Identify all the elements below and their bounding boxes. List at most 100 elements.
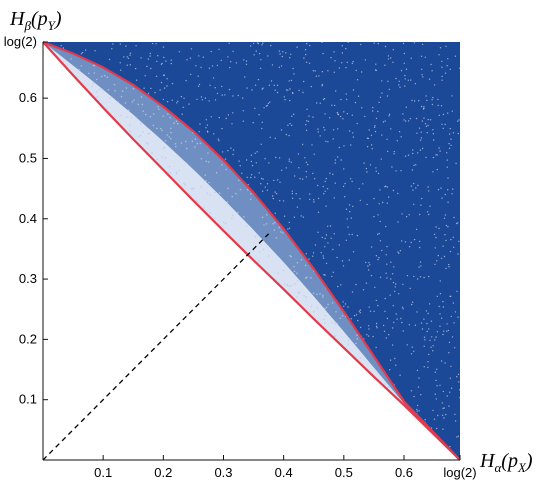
speckle-dot [426,132,428,134]
speckle-dot [440,187,442,189]
speckle-dot [419,276,422,278]
speckle-dot [341,62,343,64]
speckle-dot [431,70,433,72]
speckle-dot [335,90,337,92]
speckle-dot [199,123,201,125]
speckle-dot [345,48,347,50]
speckle-dot [333,233,335,235]
axes: 0.1 0.2 0.3 0.4 0.5 0.6 log(2) 0.1 0.2 0.3 0.4 0.5… [4,34,477,480]
speckle-dot [312,292,315,295]
speckle-dot [416,132,418,134]
speckle-dot [403,62,405,64]
x-tick-label: 0.4 [275,465,293,480]
speckle-dot [323,274,325,276]
speckle-dot [306,120,308,122]
speckle-dot [262,87,264,89]
speckle-dot [449,127,451,130]
speckle-dot [428,353,430,356]
speckle-dot [291,197,294,199]
speckle-dot [422,108,425,110]
speckle-dot [409,117,412,120]
speckle-dot [390,57,392,59]
speckle-dot [397,192,399,195]
speckle-dot [263,107,265,109]
speckle-dot [441,197,443,199]
speckle-dot [129,52,132,54]
speckle-dot [273,84,275,87]
speckle-dot [385,254,387,256]
speckle-dot [195,200,198,202]
speckle-dot [410,390,413,392]
speckle-dot [300,259,303,261]
speckle-dot [372,106,374,109]
speckle-dot [377,258,379,261]
speckle-dot [288,160,290,162]
speckle-dot [413,395,415,398]
speckle-dot [129,124,131,126]
speckle-dot [428,78,431,80]
speckle-dot [250,160,253,163]
speckle-dot [149,115,152,118]
speckle-dot [434,247,436,249]
speckle-dot [120,114,122,117]
speckle-dot [373,42,375,44]
speckle-dot [139,134,142,137]
lower-boundary-curve [42,41,461,461]
speckle-dot [423,336,426,338]
speckle-dot [181,113,183,115]
speckle-dot [389,294,391,296]
speckle-dot [149,52,151,55]
speckle-dot [451,110,453,112]
speckle-dot [131,101,134,103]
speckle-dot [362,183,364,185]
speckle-dot [377,172,380,175]
speckle-dot [283,215,286,217]
speckle-dot [217,138,220,140]
speckle-dot [353,314,356,317]
speckle-dot [384,383,387,385]
speckle-dot [422,76,424,78]
speckle-dot [442,428,444,430]
speckle-dot [378,101,380,104]
speckle-dot [430,320,433,322]
speckle-dot [447,201,449,203]
speckle-dot [297,292,300,294]
speckle-dot [310,85,312,88]
speckle-dot [169,172,172,174]
speckle-dot [227,187,229,190]
speckle-dot [403,119,405,121]
speckle-dot [438,54,440,56]
speckle-dot [332,271,334,273]
speckle-dot [446,323,448,325]
speckle-dot [442,306,445,308]
speckle-dot [168,165,171,168]
speckle-dot [255,50,257,52]
speckle-dot [372,335,374,338]
speckle-dot [334,162,336,164]
speckle-dot [246,176,248,178]
speckle-dot [197,85,200,87]
speckle-dot [196,142,199,145]
speckle-dot [457,373,460,376]
speckle-dot [445,45,447,48]
speckle-dot [225,117,227,120]
speckle-dot [324,190,326,192]
speckle-dot [349,130,351,132]
speckle-dot [135,117,138,119]
speckle-dot [437,254,439,257]
speckle-dot [323,193,325,195]
speckle-dot [449,377,451,379]
speckle-dot [152,113,155,115]
speckle-dot [458,240,460,242]
speckle-dot [282,232,284,234]
speckle-dot [340,98,342,101]
speckle-dot [419,139,422,141]
speckle-dot [262,178,264,180]
speckle-dot [208,100,210,102]
speckle-dot [313,153,315,155]
speckle-dot [375,299,377,302]
speckle-dot [451,336,454,338]
speckle-dot [418,410,420,412]
speckle-dot [274,137,276,139]
speckle-dot [428,190,430,192]
